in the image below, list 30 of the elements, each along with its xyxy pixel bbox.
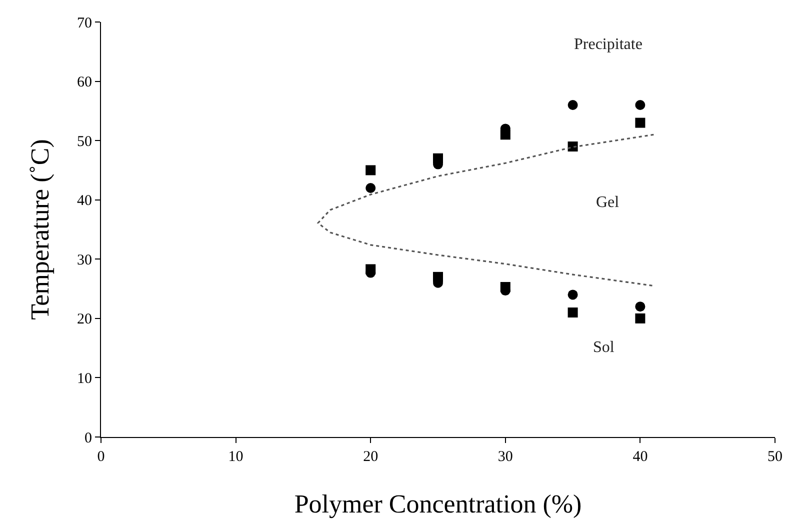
y-tick-label: 0 bbox=[84, 430, 92, 446]
point bbox=[366, 183, 376, 193]
point bbox=[635, 100, 646, 110]
point bbox=[635, 302, 646, 312]
x-axis-title: Polymer Concentration (%) bbox=[294, 490, 582, 519]
point bbox=[635, 313, 646, 324]
point bbox=[366, 165, 376, 176]
y-tick-label: 40 bbox=[77, 193, 92, 210]
x-tick-label: 30 bbox=[498, 449, 513, 465]
x-tick-label: 10 bbox=[228, 449, 244, 465]
y-tick-label: 30 bbox=[77, 252, 92, 268]
y-tick-label: 50 bbox=[77, 134, 92, 150]
annotation: Sol bbox=[593, 339, 615, 356]
x-tick-label: 0 bbox=[97, 449, 105, 465]
annotation: Gel bbox=[596, 194, 620, 211]
y-tick-label: 10 bbox=[77, 370, 92, 387]
annotation: Precipitate bbox=[574, 36, 642, 53]
x-tick-label: 40 bbox=[632, 449, 648, 465]
x-tick-label: 50 bbox=[768, 449, 782, 465]
x-tick-label: 20 bbox=[363, 449, 378, 465]
y-tick-label: 60 bbox=[77, 74, 92, 91]
point bbox=[568, 308, 578, 318]
y-tick-label: 70 bbox=[77, 15, 92, 32]
y-axis-title: Temperature (˚C) bbox=[25, 139, 54, 320]
point bbox=[568, 290, 578, 300]
line-series bbox=[317, 134, 654, 287]
point bbox=[635, 118, 646, 128]
point bbox=[568, 100, 578, 110]
y-tick-label: 20 bbox=[77, 312, 92, 328]
point bbox=[568, 142, 578, 152]
